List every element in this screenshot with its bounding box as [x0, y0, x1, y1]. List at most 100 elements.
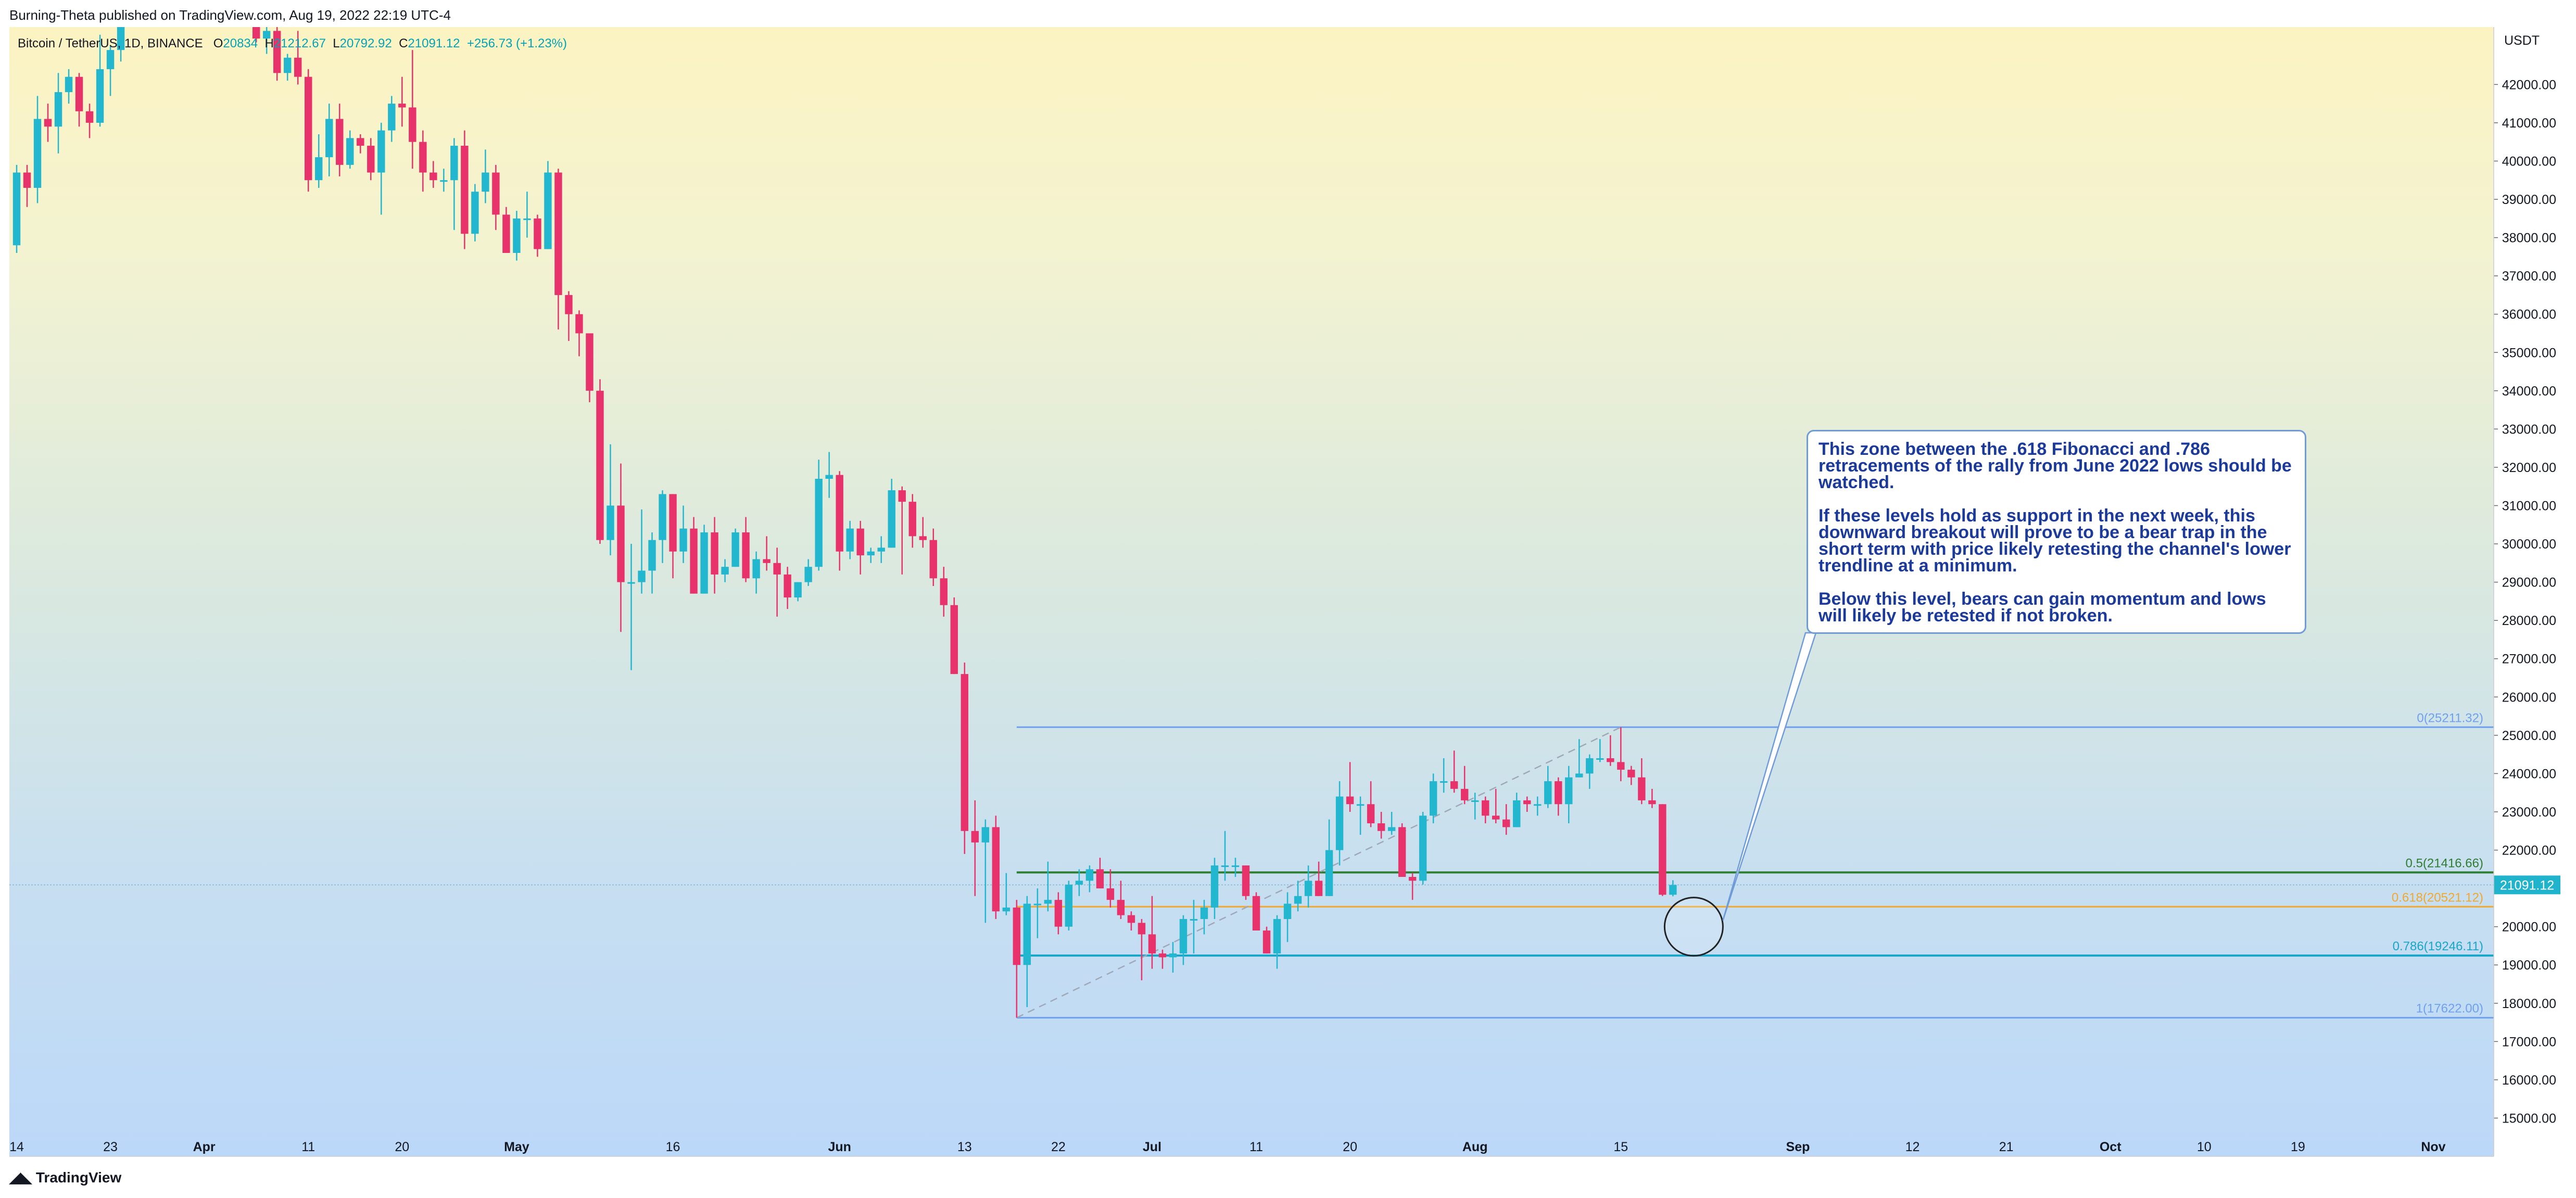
x-tick-label: 16 — [666, 1140, 680, 1154]
x-tick-label: 23 — [103, 1140, 118, 1154]
candle-body — [711, 532, 718, 575]
candle-body — [1013, 907, 1021, 965]
candle-body — [377, 130, 385, 173]
candle-body — [1106, 888, 1115, 900]
x-tick-label: 10 — [2197, 1140, 2212, 1154]
candle-body — [305, 77, 312, 181]
candle-body — [586, 333, 594, 391]
candle-body — [1481, 800, 1489, 816]
fib-label-0.5: 0.5(21416.66) — [2406, 856, 2483, 870]
candle-body — [1367, 804, 1375, 824]
candle-body — [450, 146, 458, 181]
candle-body — [461, 146, 469, 234]
candle-body — [273, 31, 281, 73]
y-tick-label: 34000.00 — [2502, 384, 2556, 399]
candle-body — [523, 218, 531, 220]
x-tick-label: Apr — [193, 1140, 216, 1154]
close-label: C — [399, 36, 408, 50]
candle-body — [929, 540, 937, 579]
candle-body — [1607, 758, 1614, 762]
symbol-legend: Bitcoin / TetherUS, 1D, BINANCE O20834 H… — [18, 36, 567, 51]
price-axis[interactable] — [2494, 27, 2576, 1156]
candle-body — [1096, 869, 1104, 889]
candle-body — [815, 479, 823, 567]
annotation-callout[interactable]: This zone between the .618 Fibonacci and… — [1807, 430, 2306, 634]
candle-body — [1044, 900, 1052, 904]
candle-body — [867, 551, 875, 556]
candle-body — [398, 104, 406, 108]
y-tick-label: 42000.00 — [2502, 78, 2556, 92]
candle-body — [367, 146, 375, 173]
y-tick-label: 39000.00 — [2502, 193, 2556, 207]
candle-body — [440, 180, 448, 182]
candle-body — [1283, 903, 1292, 919]
y-tick-label: 20000.00 — [2502, 920, 2556, 935]
x-tick-label: 15 — [1613, 1140, 1628, 1154]
candle-body — [294, 57, 302, 77]
y-tick-label: 40000.00 — [2502, 154, 2556, 169]
candle-body — [908, 502, 916, 537]
fib-label-0.786: 0.786(19246.11) — [2393, 939, 2483, 953]
plot-layer: 0(25211.32) 0.5(21416.66) 0.618(20521.12) 0… — [9, 27, 2494, 1019]
y-tick-label: 26000.00 — [2502, 690, 2556, 705]
candle-body — [346, 138, 354, 165]
candle-body — [1523, 800, 1531, 805]
candle-body — [1065, 884, 1073, 927]
candle-body — [794, 582, 802, 598]
candle-body — [659, 494, 666, 540]
x-tick-label: 20 — [395, 1140, 409, 1154]
x-tick-label: 14 — [9, 1140, 24, 1154]
candle-body — [325, 119, 333, 158]
y-tick-label: 17000.00 — [2502, 1035, 2556, 1049]
change-value: +256.73 (+1.23%) — [466, 36, 567, 50]
candle-body — [1138, 923, 1146, 935]
x-tick-label: 19 — [2291, 1140, 2305, 1154]
tradingview-logo[interactable]: ◢◣ TradingView — [9, 1169, 121, 1186]
candle-body — [565, 295, 573, 314]
candle-body — [554, 172, 562, 295]
candle-body — [430, 172, 437, 181]
candle-body — [1617, 762, 1625, 770]
candle-body — [1085, 869, 1094, 881]
x-tick-label: Aug — [1462, 1140, 1488, 1154]
candle-body — [502, 214, 510, 253]
candle-body — [940, 578, 948, 605]
low-label: L — [333, 36, 340, 50]
tradingview-logo-text: TradingView — [35, 1169, 122, 1186]
candle-body — [1544, 781, 1552, 805]
candle-body — [1648, 800, 1656, 805]
y-tick-label: 32000.00 — [2502, 461, 2556, 475]
candle-body — [315, 157, 323, 181]
candle-body — [44, 119, 52, 127]
candle-body — [1513, 800, 1521, 827]
y-tick-label: 19000.00 — [2502, 958, 2556, 973]
fib-label-0: 0(25211.32) — [2417, 711, 2483, 725]
candle-body — [836, 475, 843, 552]
candle-body — [898, 490, 906, 502]
candle-body — [534, 218, 541, 249]
x-tick-label: 21 — [1999, 1140, 2014, 1154]
candle-body — [75, 77, 83, 111]
candle-body — [1638, 777, 1646, 800]
y-tick-label: 41000.00 — [2502, 116, 2556, 131]
candle-body — [1659, 804, 1666, 895]
candle-body — [575, 314, 583, 334]
candle-body — [1033, 903, 1042, 906]
candle-body — [731, 532, 739, 567]
x-tick-label: 12 — [1905, 1140, 1920, 1154]
candle-body — [981, 827, 989, 843]
close-value: 21091.12 — [408, 36, 460, 50]
candle-body — [1221, 865, 1229, 867]
candle-body — [544, 172, 552, 249]
candle-body — [1335, 796, 1344, 850]
candle-body — [752, 559, 760, 579]
high-value: 21212.67 — [273, 36, 326, 50]
y-tick-label: 36000.00 — [2502, 308, 2556, 322]
x-tick-label: May — [504, 1140, 529, 1154]
annotation-paragraph-1: This zone between the .618 Fibonacci and… — [1819, 439, 2292, 492]
top-bar: Burning-Theta published on TradingView.c… — [0, 0, 2576, 27]
candle-body — [1148, 934, 1156, 954]
candle-body — [23, 172, 31, 188]
candle-body — [919, 536, 927, 540]
candle-body — [106, 50, 115, 69]
